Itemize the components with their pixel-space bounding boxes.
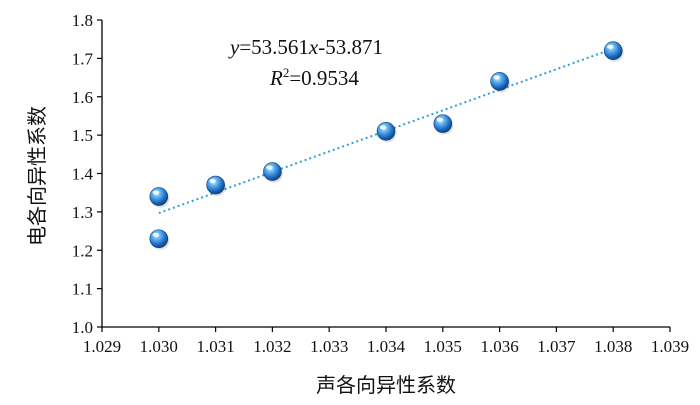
data-point-marker xyxy=(433,114,453,133)
data-point-marker xyxy=(149,187,169,206)
data-point-highlight xyxy=(379,125,387,130)
data-point-highlight xyxy=(266,165,273,170)
data-point-highlight xyxy=(209,179,216,184)
data-point-marker xyxy=(376,121,396,141)
x-tick-label: 1.033 xyxy=(310,337,348,356)
r-symbol: R xyxy=(269,66,283,90)
x-tick-label: 1.038 xyxy=(594,337,632,356)
equation-intercept: -53.871 xyxy=(318,35,383,59)
data-point xyxy=(149,229,170,250)
y-tick-label: 1.2 xyxy=(72,241,93,260)
data-point-highlight xyxy=(607,44,614,49)
x-tick-label: 1.036 xyxy=(480,337,518,356)
data-point xyxy=(376,121,397,143)
data-point xyxy=(206,175,227,197)
x-tick-label: 1.035 xyxy=(424,337,462,356)
x-tick-label: 1.031 xyxy=(196,337,234,356)
equation-slope: =53.561 xyxy=(239,35,309,59)
data-point-highlight xyxy=(436,117,443,122)
y-tick-label: 1.4 xyxy=(72,165,94,184)
y-tick-label: 1.1 xyxy=(72,280,93,299)
data-point xyxy=(263,162,283,183)
x-tick-label: 1.039 xyxy=(651,337,689,356)
data-point-highlight xyxy=(493,75,500,80)
data-point-marker xyxy=(490,72,509,91)
data-points xyxy=(149,41,624,250)
r-squared-label: R2=0.9534 xyxy=(269,65,359,90)
x-tick-label: 1.037 xyxy=(537,337,576,356)
data-point-highlight xyxy=(152,232,159,237)
y-tick-label: 1.3 xyxy=(72,203,93,222)
data-point-marker xyxy=(206,175,225,195)
data-point xyxy=(149,187,170,208)
y-tick-label: 1.6 xyxy=(72,88,93,107)
equation-x-symbol: x xyxy=(308,35,319,59)
x-tick-label: 1.030 xyxy=(140,337,178,356)
y-tick-label: 1.0 xyxy=(72,318,93,337)
x-tick-label: 1.029 xyxy=(83,337,121,356)
y-axis-ticks: 1.0 1.1 1.2 1.3 1.4 1.5 1.6 1.7 1.8 xyxy=(72,11,102,337)
y-tick-label: 1.7 xyxy=(72,49,94,68)
y-axis-title: 电各向异性系数 xyxy=(25,106,49,246)
data-point-marker xyxy=(603,41,623,61)
r-squared-value: =0.9534 xyxy=(289,66,359,90)
data-point xyxy=(603,41,624,62)
data-point-highlight xyxy=(152,190,159,195)
data-point xyxy=(433,114,454,135)
x-axis-title: 声各向异性系数 xyxy=(316,373,456,397)
y-tick-label: 1.8 xyxy=(72,11,93,30)
y-tick-label: 1.5 xyxy=(72,126,93,145)
regression-equation: y=53.561x-53.871 xyxy=(228,35,383,59)
data-point-marker xyxy=(263,162,282,181)
r-superscript: 2 xyxy=(283,65,290,80)
x-axis-ticks: 1.029 1.030 1.031 1.032 1.033 1.034 1.035 1.036… xyxy=(83,327,689,356)
x-tick-label: 1.034 xyxy=(367,337,406,356)
equation-y-symbol: y xyxy=(228,35,240,59)
data-point-marker xyxy=(149,229,169,249)
x-tick-label: 1.032 xyxy=(253,337,291,356)
data-point xyxy=(490,72,511,93)
